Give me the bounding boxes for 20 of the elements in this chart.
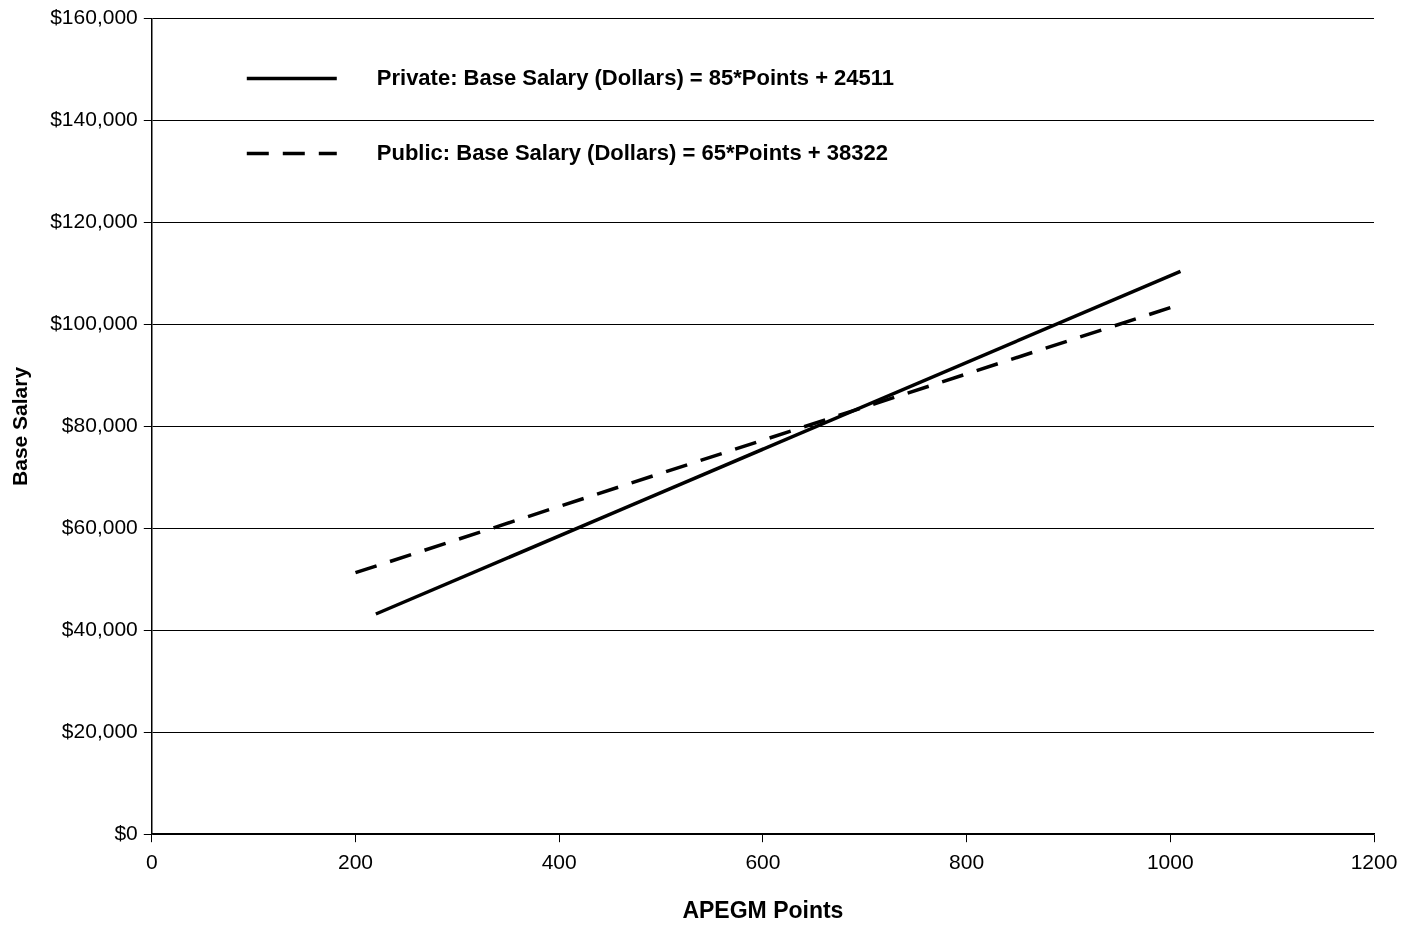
- y-tick-label: $40,000: [61, 617, 138, 641]
- y-tick-label: $160,000: [50, 5, 138, 29]
- y-tick-label: $100,000: [50, 311, 138, 335]
- x-tick-label: 1000: [1146, 849, 1194, 873]
- x-tick-label: 600: [745, 849, 781, 873]
- x-tick-label: 200: [337, 849, 374, 873]
- legend-label: Private: Base Salary (Dollars) = 85*Points + 24511: [376, 64, 895, 90]
- y-axis-title: Base Salary: [8, 366, 32, 486]
- x-tick-label: 400: [541, 849, 577, 873]
- y-tick-label: $60,000: [61, 515, 138, 539]
- y-tick-label: $140,000: [50, 107, 138, 131]
- y-tick-label: $80,000: [61, 413, 138, 437]
- x-tick-label: 800: [949, 849, 985, 873]
- x-tick-label: 1200: [1350, 849, 1398, 873]
- legend-label: Public: Base Salary (Dollars) = 65*Points + 38322: [376, 139, 888, 165]
- y-tick-label: $20,000: [61, 719, 138, 743]
- x-tick-label: 0: [145, 849, 158, 873]
- y-tick-label: $0: [114, 821, 138, 844]
- x-axis-title: APEGM Points: [682, 896, 844, 923]
- y-tick-label: $120,000: [50, 209, 138, 233]
